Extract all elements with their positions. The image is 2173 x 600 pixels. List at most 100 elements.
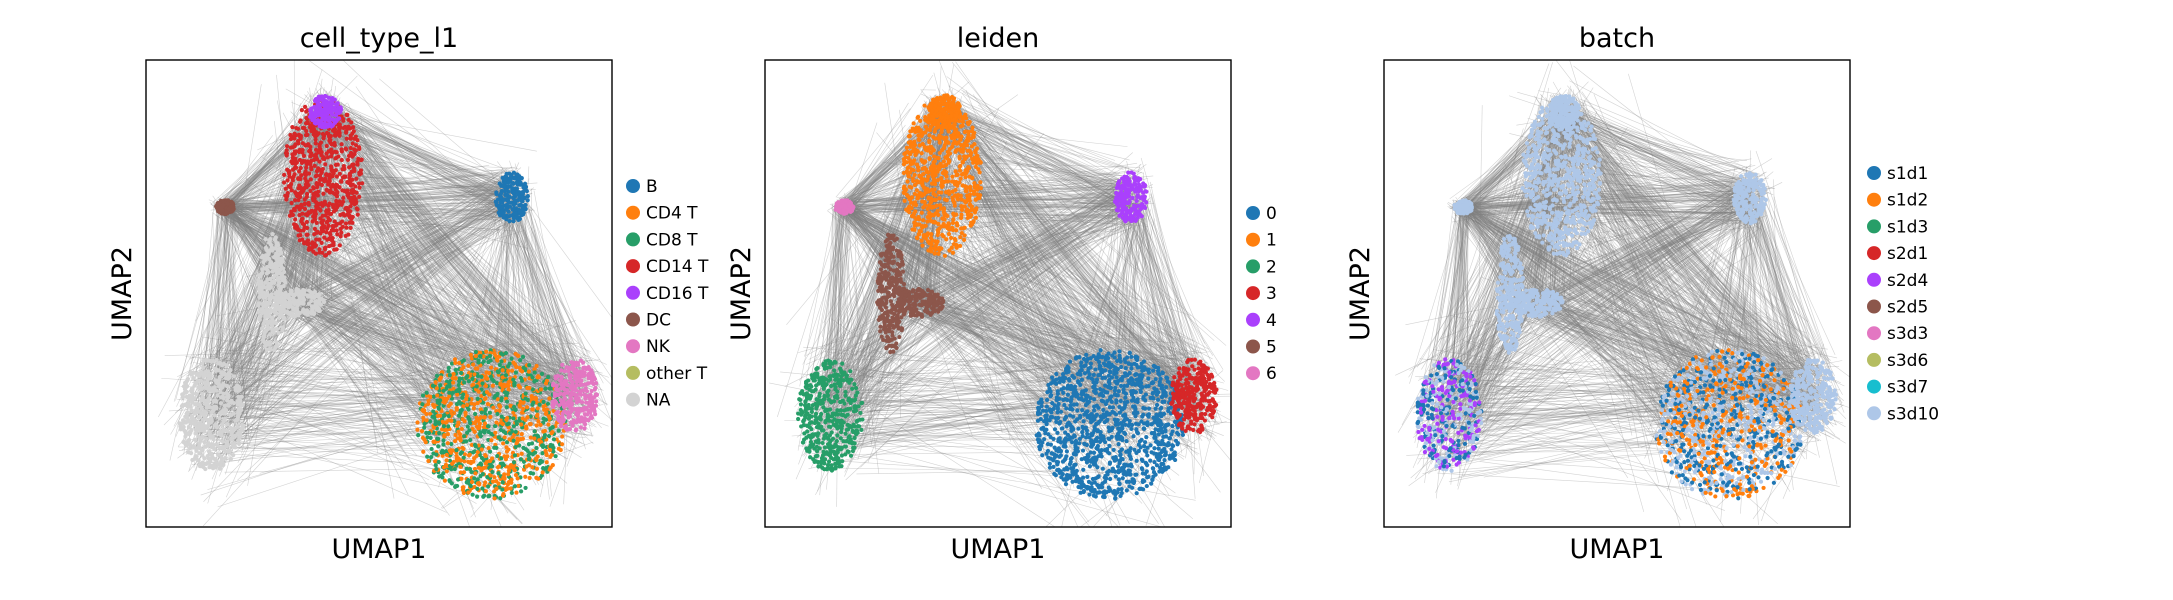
- legend-label: s3d3: [1887, 324, 1928, 344]
- legend-marker: [1246, 232, 1260, 247]
- legend: s1d1 s1d2 s1d3 s2d1 s2d4 s2d5 s3d3 s3d6 s3d7 s3d1…: [1867, 164, 1939, 424]
- legend-label: 4: [1266, 311, 1277, 331]
- axes-frame: [1383, 59, 1851, 528]
- panel-title: cell_type_l1: [300, 23, 458, 54]
- legend-item: 5: [1246, 338, 1277, 358]
- legend-marker: [1867, 326, 1881, 341]
- y-axis-label: UMAP2: [726, 246, 757, 341]
- legend-marker: [626, 232, 640, 247]
- legend-item: CD8 T: [626, 230, 698, 250]
- legend-label: DC: [646, 311, 671, 331]
- legend-marker: [1867, 246, 1881, 261]
- legend-item: 2: [1246, 257, 1277, 277]
- legend-item: s3d3: [1867, 324, 1928, 344]
- legend-item: s2d4: [1867, 271, 1928, 291]
- legend-marker: [1867, 272, 1881, 287]
- legend-marker: [1867, 299, 1881, 314]
- legend-marker: [1246, 339, 1260, 354]
- x-axis-label: UMAP1: [1570, 534, 1665, 565]
- y-axis-label: UMAP2: [1345, 246, 1376, 341]
- legend-label: s2d5: [1887, 298, 1928, 318]
- legend-item: 0: [1246, 204, 1277, 224]
- umap-panel-2: leiden UMAP1 UMAP2 0 1 2 3 4 5 6: [726, 23, 1277, 565]
- umap-panel-1: cell_type_l1 UMAP1 UMAP2 B CD4 T CD8 T CD14 T C…: [107, 23, 709, 565]
- x-axis-label: UMAP1: [332, 534, 427, 565]
- legend-label: s3d10: [1887, 404, 1939, 424]
- legend-marker: [1246, 259, 1260, 274]
- legend-label: CD16 T: [646, 284, 709, 304]
- legend-item: NA: [626, 391, 671, 411]
- legend-label: B: [646, 177, 658, 197]
- legend-label: s2d4: [1887, 271, 1928, 291]
- legend-marker: [1246, 312, 1260, 327]
- legend-marker: [626, 365, 640, 380]
- umap-panel-3: batchUMAP1UMAP2s1d1s1d2s1d3s2d1s2d4s2d5s…: [1345, 23, 1939, 565]
- legend-label: CD8 T: [646, 230, 698, 250]
- legend: 0 1 2 3 4 5 6: [1246, 204, 1277, 384]
- legend-item: s1d3: [1867, 217, 1928, 237]
- axes-frame: [764, 59, 1232, 528]
- graph-edges: [158, 60, 612, 527]
- legend-item: B: [626, 177, 658, 197]
- legend-marker: [1246, 206, 1260, 220]
- panel-title: leiden: [957, 23, 1039, 54]
- legend-marker: [626, 339, 640, 354]
- legend-item: 4: [1246, 311, 1277, 331]
- legend-item: DC: [626, 311, 671, 331]
- legend-label: 1: [1266, 231, 1277, 251]
- legend-label: s3d6: [1887, 351, 1928, 371]
- legend-marker: [1867, 192, 1881, 207]
- legend-item: s3d7: [1867, 378, 1928, 398]
- legend-label: NA: [646, 391, 671, 411]
- legend-marker: [1246, 286, 1260, 301]
- cell-points: [796, 93, 1219, 501]
- legend-label: s1d2: [1887, 191, 1928, 211]
- cell-points: [177, 93, 600, 501]
- x-axis-label: UMAP1: [951, 534, 1046, 565]
- legend-marker: [1867, 219, 1881, 234]
- legend-item: CD16 T: [626, 284, 709, 304]
- legend-marker: [626, 285, 640, 300]
- legend-label: NK: [646, 337, 671, 357]
- legend-marker: [1867, 166, 1881, 180]
- plot-area: [1395, 60, 1850, 527]
- legend-item: s2d5: [1867, 298, 1928, 318]
- legend-label: CD14 T: [646, 257, 709, 277]
- legend-item: s1d1: [1867, 164, 1928, 184]
- legend-marker: [626, 259, 640, 274]
- legend-label: 0: [1266, 204, 1277, 224]
- legend-marker: [626, 392, 640, 407]
- axes-frame: [145, 59, 613, 528]
- legend-item: s1d2: [1867, 191, 1928, 211]
- plot-area: [769, 60, 1231, 527]
- y-axis-label: UMAP2: [107, 246, 138, 341]
- legend-marker: [1867, 379, 1881, 394]
- legend-label: other T: [646, 364, 708, 384]
- legend-marker: [626, 312, 640, 327]
- legend-item: CD4 T: [626, 204, 698, 224]
- legend-label: 6: [1266, 364, 1277, 384]
- legend-label: CD4 T: [646, 204, 698, 224]
- plot-area: [158, 60, 612, 527]
- legend-item: 3: [1246, 284, 1277, 304]
- legend-item: s2d1: [1867, 244, 1928, 264]
- legend-marker: [626, 179, 640, 193]
- legend-item: 6: [1246, 364, 1277, 384]
- legend-marker: [626, 205, 640, 220]
- cell-points: [1415, 94, 1839, 501]
- legend-item: s3d10: [1867, 404, 1939, 424]
- legend-item: s3d6: [1867, 351, 1928, 371]
- legend-item: other T: [626, 364, 708, 384]
- legend-label: s1d3: [1887, 217, 1928, 237]
- legend-item: CD14 T: [626, 257, 709, 277]
- panel-title: batch: [1579, 23, 1655, 54]
- legend-marker: [1246, 366, 1260, 381]
- legend-label: 2: [1266, 257, 1277, 277]
- legend-label: 5: [1266, 338, 1277, 358]
- legend-item: NK: [626, 337, 671, 357]
- legend-label: s2d1: [1887, 244, 1928, 264]
- legend: B CD4 T CD8 T CD14 T CD16 T DC NK other T NA: [626, 177, 709, 411]
- graph-edges: [1395, 60, 1850, 527]
- legend-label: s1d1: [1887, 164, 1928, 184]
